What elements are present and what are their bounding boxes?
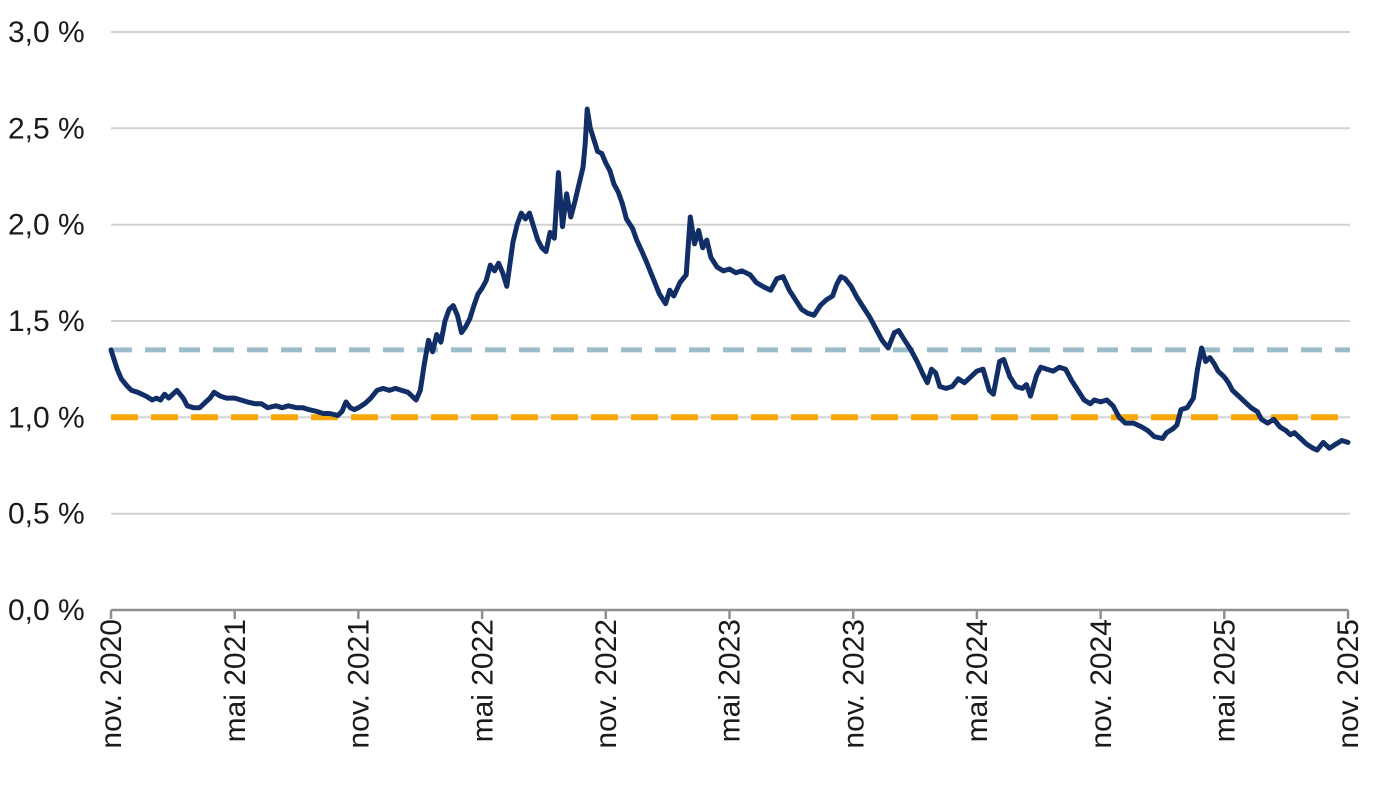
- x-tick-label: mai 2025: [1209, 619, 1242, 742]
- x-tick-label: nov. 2025: [1332, 619, 1365, 749]
- y-tick-label: 3,0 %: [8, 16, 85, 49]
- x-tick-label: nov. 2023: [837, 619, 870, 749]
- x-axis-labels: nov. 2020 mai 2021 nov. 2021 mai 2022 nov. 2…: [95, 619, 1365, 749]
- x-tick-label: nov. 2021: [343, 619, 376, 749]
- x-tick-label: nov. 2022: [590, 619, 623, 749]
- series-lines: [108, 106, 1351, 453]
- x-tick-label: mai 2024: [961, 619, 994, 742]
- x-tick-label: nov. 2020: [95, 619, 128, 749]
- y-tick-label: 2,5 %: [8, 112, 85, 145]
- y-axis-labels: 0,0 % 0,5 % 1,0 % 1,5 % 2,0 % 2,5 % 3,0 %: [8, 16, 85, 627]
- gridlines: [111, 31, 1350, 515]
- y-tick-label: 1,0 %: [8, 401, 85, 434]
- main-rate-series: [108, 106, 1351, 453]
- x-axis: [109, 608, 1350, 619]
- reference-lines: [111, 347, 1350, 421]
- x-tick-label: mai 2021: [219, 619, 252, 742]
- y-tick-label: 2,0 %: [8, 209, 85, 242]
- y-tick-label: 1,5 %: [8, 305, 85, 338]
- x-tick-label: mai 2022: [466, 619, 499, 742]
- x-tick-label: nov. 2024: [1085, 619, 1118, 749]
- x-tick-label: mai 2023: [714, 619, 747, 742]
- y-tick-label: 0,0 %: [8, 594, 85, 627]
- y-tick-label: 0,5 %: [8, 498, 85, 531]
